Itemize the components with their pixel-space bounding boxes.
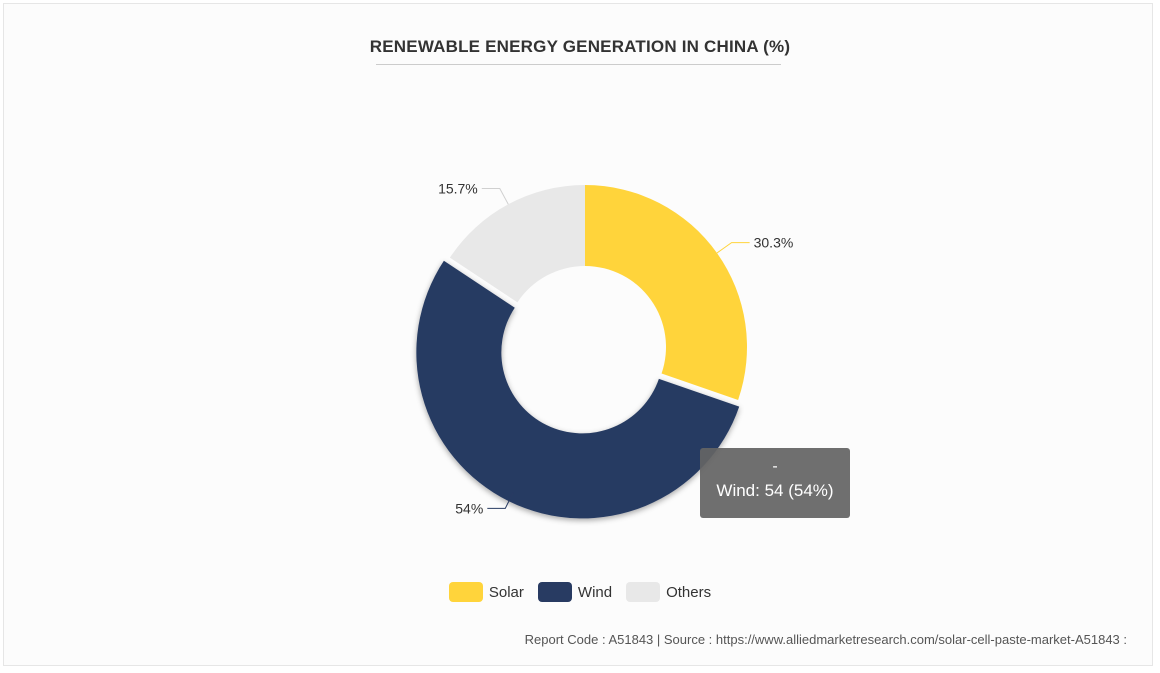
data-label-solar: 30.3% <box>754 235 794 251</box>
legend-item-others[interactable]: Others <box>626 582 711 602</box>
slice-wind[interactable] <box>416 260 740 519</box>
title-underline <box>376 64 781 65</box>
legend-swatch-others <box>626 582 661 602</box>
leader-line-wind <box>487 492 514 509</box>
tooltip-header: - <box>772 458 778 475</box>
legend-label-wind: Wind <box>577 583 613 601</box>
report-footer: Report Code : A51843 | Source : https://… <box>524 632 1127 647</box>
leader-line-solar <box>716 242 750 254</box>
legend-swatch-solar <box>448 582 483 602</box>
data-label-others: 15.7% <box>438 180 478 196</box>
legend-item-wind[interactable]: Wind <box>537 582 613 602</box>
leader-line-others <box>481 187 509 205</box>
legend-item-solar[interactable]: Solar <box>448 582 524 602</box>
slice-tooltip: - Wind: 54 (54%) <box>700 448 850 518</box>
data-label-wind: 54% <box>455 500 483 516</box>
legend-label-solar: Solar <box>488 583 524 601</box>
chart-legend: Solar Wind Others <box>0 582 1160 602</box>
tooltip-text: Wind: 54 (54%) <box>716 481 834 500</box>
legend-swatch-wind <box>537 582 572 602</box>
chart-title: RENEWABLE ENERGY GENERATION IN CHINA (%) <box>369 37 791 56</box>
slice-solar[interactable] <box>585 185 747 400</box>
legend-label-others: Others <box>666 583 712 601</box>
chart-card <box>3 3 1153 666</box>
slice-others[interactable] <box>449 185 585 303</box>
